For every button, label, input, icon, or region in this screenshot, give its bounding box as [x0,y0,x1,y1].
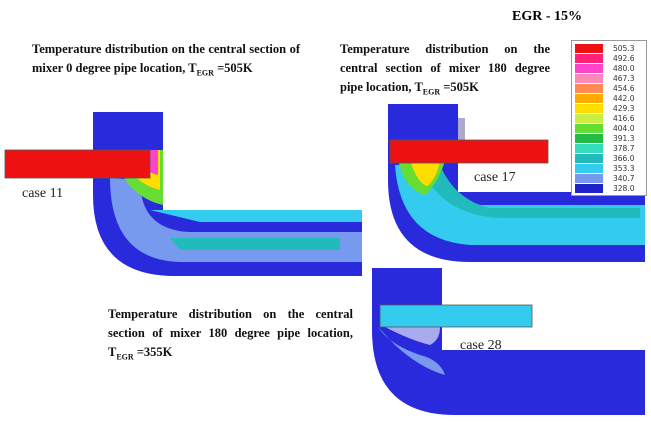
contour-case-28 [372,268,645,415]
legend-row: 378.7 [572,143,646,153]
legend-row: 340.7 [572,173,646,183]
legend-label: 366.0 [613,153,635,163]
legend-label: 353.3 [613,163,635,173]
legend-row: 366.0 [572,153,646,163]
legend-label: 340.7 [613,173,635,183]
legend-swatch [575,143,603,153]
figure-title: EGR - 15% [512,9,582,24]
legend-swatch [575,183,603,193]
legend-swatch [575,103,603,113]
legend-row: 353.3 [572,163,646,173]
case-label: case 17 [474,170,516,185]
case-label: case 11 [22,186,64,201]
caption: Temperature distribution on the central … [108,305,353,367]
legend-swatch [575,113,603,123]
legend-swatch [575,93,603,103]
legend-swatch [575,53,603,63]
legend-row: 429.3 [572,103,646,113]
contour-case-17 [388,104,645,262]
color-legend: 505.3 492.6 480.0 467.3 454.6 442.0 429.3 416.6… [571,40,647,196]
legend-swatch [575,163,603,173]
legend-label: 505.3 [613,43,635,53]
t-symbol: T [188,61,197,75]
legend-swatch [575,83,603,93]
legend-swatch [575,133,603,143]
legend-row: 492.6 [572,53,646,63]
caption: Temperature distribution on the central … [32,40,300,83]
legend-label: 454.6 [613,83,635,93]
legend-row: 454.6 [572,83,646,93]
legend-swatch [575,63,603,73]
legend-label: 328.0 [613,183,635,193]
legend-row: 480.0 [572,63,646,73]
t-value: =505K [217,61,253,75]
legend-swatch [575,123,603,133]
legend-row: 467.3 [572,73,646,83]
legend-label: 429.3 [613,103,635,113]
caption-text: Temperature distribution on the central … [32,42,300,75]
t-symbol: T [414,80,423,94]
t-subscript: EGR [422,87,441,97]
legend-label: 442.0 [613,93,635,103]
legend-row: 416.6 [572,113,646,123]
caption-text: Temperature distribution on the central … [108,307,353,340]
legend-swatch [575,73,603,83]
legend-label: 492.6 [613,53,635,63]
t-subscript: EGR [116,352,134,362]
legend-swatch [575,173,603,183]
case-label: case 28 [460,338,502,353]
legend-row: 328.0 [572,183,646,193]
legend-row: 404.0 [572,123,646,133]
legend-row: 391.3 [572,133,646,143]
t-value: =505K [443,80,479,94]
legend-row: 505.3 [572,43,646,53]
legend-label: 404.0 [613,123,635,133]
legend-row: 442.0 [572,93,646,103]
legend-label: 480.0 [613,63,635,73]
contour-case-11 [4,112,362,276]
legend-swatch [575,43,603,53]
legend-label: 467.3 [613,73,635,83]
legend-label: 416.6 [613,113,635,123]
legend-label: 378.7 [613,143,635,153]
legend-swatch [575,153,603,163]
t-value: =355K [136,345,173,359]
caption-text: Temperature distribution on the central … [340,42,550,94]
t-subscript: EGR [196,68,214,78]
legend-label: 391.3 [613,133,635,143]
caption: Temperature distribution on the central … [340,40,550,102]
t-symbol: T [108,345,117,359]
